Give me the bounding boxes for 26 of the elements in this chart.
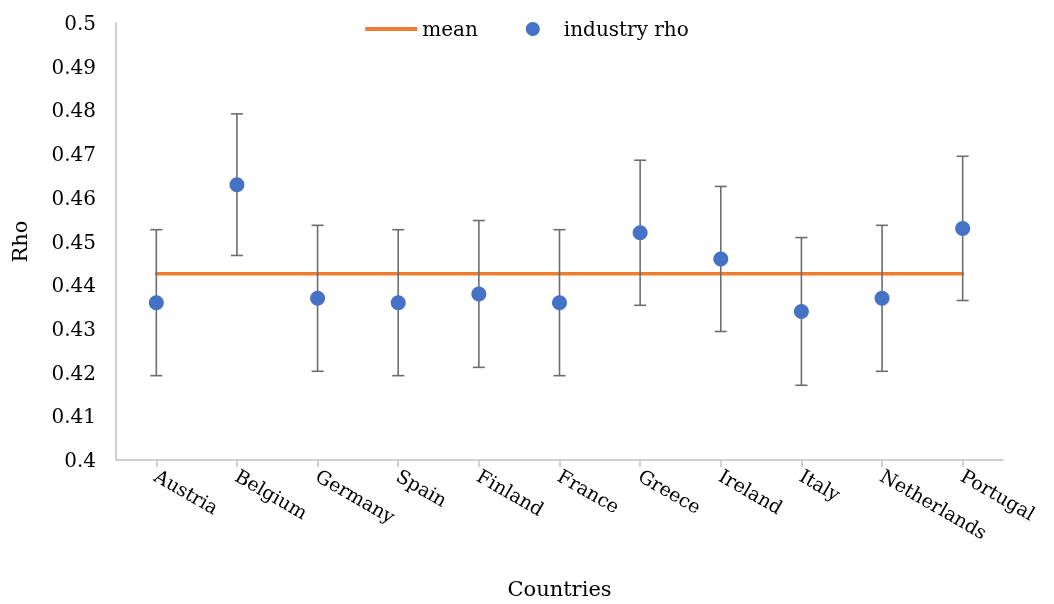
point bbox=[793, 303, 809, 319]
y-tick-label: 0.47 bbox=[51, 142, 96, 167]
y-tick-label: 0.4 bbox=[64, 448, 96, 472]
y-tick-label: 0.43 bbox=[51, 316, 96, 341]
point bbox=[310, 290, 326, 306]
point bbox=[955, 220, 971, 236]
point bbox=[632, 225, 648, 241]
y-tick-label: 0.49 bbox=[51, 54, 96, 79]
point bbox=[390, 295, 406, 311]
point bbox=[148, 295, 164, 311]
point bbox=[713, 251, 729, 267]
y-tick-label: 0.48 bbox=[51, 98, 96, 123]
legend-label: industry rho bbox=[563, 17, 689, 41]
point bbox=[229, 177, 245, 193]
y-tick-label: 0.45 bbox=[51, 229, 96, 254]
legend-label: mean bbox=[422, 17, 478, 41]
y-tick-label: 0.42 bbox=[51, 360, 96, 385]
point bbox=[471, 286, 487, 302]
point bbox=[874, 290, 890, 306]
y-tick-label: 0.46 bbox=[51, 185, 96, 210]
y-tick-label: 0.44 bbox=[51, 273, 96, 298]
x-axis-title: Countries bbox=[507, 576, 612, 601]
y-tick-label: 0.41 bbox=[51, 404, 96, 429]
y-axis-title: Rho bbox=[7, 220, 32, 263]
point bbox=[552, 295, 567, 311]
y-tick-label: 0.5 bbox=[64, 11, 96, 35]
